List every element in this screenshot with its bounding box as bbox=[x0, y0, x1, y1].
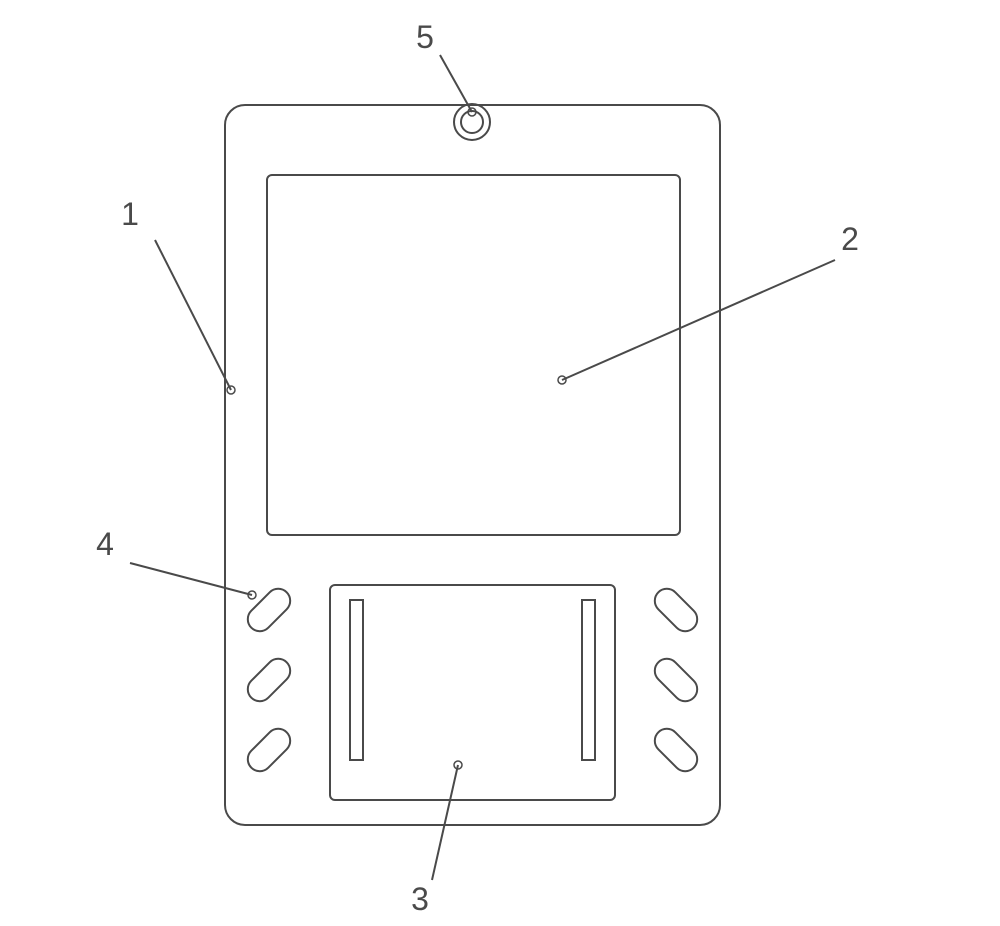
callout-leader-4 bbox=[130, 563, 252, 595]
lower-slot-2 bbox=[582, 600, 595, 760]
pill-button bbox=[650, 584, 702, 636]
callout-label-2: 2 bbox=[841, 221, 859, 257]
callout-leader-1 bbox=[155, 240, 231, 390]
callout-label-3: 3 bbox=[411, 881, 429, 917]
pill-button bbox=[650, 654, 702, 706]
pill-button bbox=[650, 724, 702, 776]
callout-leader-3 bbox=[432, 765, 458, 880]
callout-leader-2 bbox=[562, 260, 835, 380]
camera-outer bbox=[454, 104, 490, 140]
device-body bbox=[225, 105, 720, 825]
lower-panel bbox=[330, 585, 615, 800]
pill-button bbox=[243, 724, 295, 776]
lower-slot-1 bbox=[350, 600, 363, 760]
callout-label-1: 1 bbox=[121, 196, 139, 232]
callout-leader-5 bbox=[440, 55, 472, 112]
pill-button bbox=[243, 654, 295, 706]
technical-diagram: 1 2 3 4 5 bbox=[0, 0, 1000, 926]
callout-label-4: 4 bbox=[96, 526, 114, 562]
callout-label-5: 5 bbox=[416, 19, 434, 55]
camera-inner bbox=[461, 111, 483, 133]
